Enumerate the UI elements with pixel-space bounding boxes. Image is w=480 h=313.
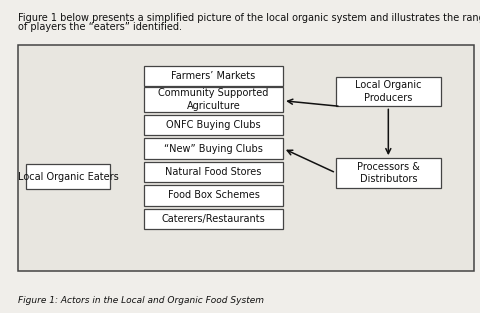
Bar — [144, 66, 283, 86]
Text: ONFC Buying Clubs: ONFC Buying Clubs — [166, 120, 261, 130]
Bar — [144, 185, 283, 206]
Text: Figure 1 below presents a simplified picture of the local organic system and ill: Figure 1 below presents a simplified pic… — [18, 13, 480, 23]
Bar — [144, 138, 283, 159]
Bar — [144, 115, 283, 135]
Bar — [144, 162, 283, 182]
Text: Figure 1: Actors in the Local and Organic Food System: Figure 1: Actors in the Local and Organi… — [18, 296, 264, 305]
Bar — [26, 164, 110, 189]
Text: Processors &
Distributors: Processors & Distributors — [357, 162, 420, 184]
Text: Natural Food Stores: Natural Food Stores — [166, 167, 262, 177]
Text: “New” Buying Clubs: “New” Buying Clubs — [164, 144, 263, 153]
Text: Community Supported
Agriculture: Community Supported Agriculture — [158, 88, 269, 111]
Bar — [144, 209, 283, 229]
Text: Caterers/Restaurants: Caterers/Restaurants — [162, 214, 265, 224]
Text: Local Organic
Producers: Local Organic Producers — [355, 80, 421, 103]
Text: Farmers’ Markets: Farmers’ Markets — [171, 71, 256, 81]
Bar — [144, 87, 283, 112]
Bar — [336, 77, 441, 106]
Bar — [336, 158, 441, 188]
Bar — [18, 45, 474, 271]
Text: of players the “eaters” identified.: of players the “eaters” identified. — [18, 22, 182, 32]
Text: Food Box Schemes: Food Box Schemes — [168, 191, 260, 200]
Text: Local Organic Eaters: Local Organic Eaters — [18, 172, 119, 182]
